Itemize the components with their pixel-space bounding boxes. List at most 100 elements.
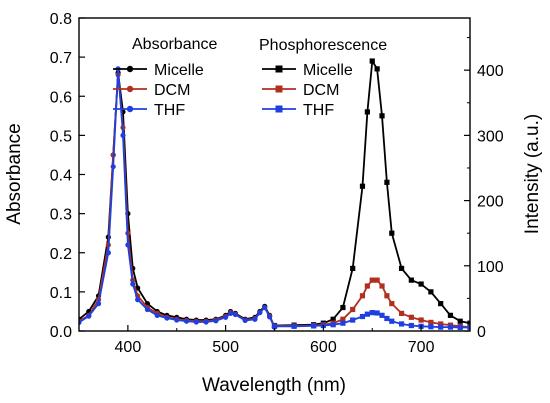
data-point: [428, 289, 434, 295]
data-point: [311, 323, 317, 329]
data-point: [125, 242, 131, 248]
legend-marker: [275, 65, 283, 73]
absorbance-legend-item-micelle: Micelle: [113, 62, 204, 79]
data-point: [379, 312, 385, 318]
data-point: [120, 132, 126, 138]
data-point: [389, 318, 395, 324]
data-point: [369, 277, 375, 283]
data-point: [183, 318, 190, 324]
legend-label: Micelle: [154, 62, 204, 79]
y-left-tick-label: 0.7: [50, 50, 72, 67]
data-point: [418, 281, 424, 287]
data-point: [438, 324, 444, 330]
legend-marker: [126, 85, 134, 93]
data-point: [398, 265, 405, 271]
data-point: [379, 113, 385, 119]
data-point: [203, 319, 209, 325]
y-right-tick-label: 400: [477, 63, 504, 80]
y-left-tick-label: 0.8: [50, 11, 72, 28]
phosphorescence-legend-item-micelle: Micelle: [262, 62, 353, 79]
data-point: [95, 301, 102, 307]
y-axis-label-left: Absorbance: [4, 123, 25, 224]
legend-absorbance: Absorbance Micelle DCM THF: [113, 36, 217, 119]
data-point: [252, 316, 258, 322]
data-point: [359, 183, 366, 189]
x-tick-label: 700: [408, 339, 435, 356]
phosphorescence-series-micelle: [271, 58, 470, 329]
data-point: [438, 301, 444, 307]
data-point: [105, 250, 111, 256]
legend-label: DCM: [154, 82, 190, 99]
data-point: [110, 164, 116, 170]
phosphorescence-line-dcm: [274, 279, 470, 328]
data-point: [291, 323, 297, 329]
data-point: [408, 277, 414, 283]
legend-marker: [275, 105, 283, 113]
plot-frame: [78, 17, 471, 332]
data-point: [467, 324, 470, 331]
data-point: [398, 310, 405, 316]
data-point: [364, 283, 370, 289]
legend-absorbance-title: Absorbance: [132, 36, 217, 53]
data-point: [374, 310, 380, 316]
data-point: [408, 314, 414, 320]
data-point: [262, 304, 268, 311]
y-axis-label-right: Intensity (a.u.): [522, 114, 543, 234]
data-point: [389, 230, 395, 236]
phosphorescence-series-thf: [271, 310, 470, 331]
y-left-tick-label: 0.5: [50, 128, 72, 145]
data-point: [384, 179, 390, 185]
phosphorescence-legend-item-dcm: DCM: [262, 82, 339, 99]
data-point: [350, 265, 356, 271]
data-point: [428, 319, 434, 325]
legend-label: THF: [154, 102, 185, 119]
data-point: [369, 58, 375, 64]
data-point: [213, 318, 219, 324]
data-point: [340, 316, 346, 322]
data-point: [193, 319, 199, 325]
legend-label: DCM: [303, 82, 339, 99]
data-point: [154, 312, 160, 318]
x-tick-label: 600: [310, 339, 337, 356]
phosphorescence-line-micelle: [274, 58, 470, 327]
legend-marker: [275, 85, 283, 93]
legend-label: THF: [303, 102, 334, 119]
y-left-tick-label: 0.6: [50, 89, 72, 106]
x-tick-label: 500: [212, 339, 239, 356]
data-point: [467, 320, 470, 326]
data-point: [398, 321, 405, 327]
data-point: [130, 281, 136, 287]
y-right-tick-label: 300: [477, 128, 504, 145]
legend-marker: [126, 65, 134, 73]
legend-phosphorescence-title: Phosphorescence: [259, 37, 387, 54]
data-point: [359, 313, 366, 320]
data-point: [447, 324, 454, 330]
data-point: [364, 109, 370, 115]
data-point: [340, 304, 346, 311]
data-point: [135, 297, 141, 303]
data-point: [242, 317, 248, 324]
data-point: [428, 324, 434, 330]
data-point: [144, 306, 151, 313]
data-point: [174, 317, 180, 323]
legend-phosphorescence: Phosphorescence Micelle DCM THF: [259, 37, 387, 119]
data-point: [271, 324, 278, 330]
data-point: [232, 311, 238, 318]
data-point: [359, 293, 366, 299]
data-point: [164, 315, 170, 321]
data-point: [227, 310, 234, 316]
data-point: [350, 317, 356, 323]
data-point: [447, 312, 454, 318]
data-point: [374, 66, 380, 72]
legend-marker: [126, 105, 134, 113]
data-point: [350, 306, 356, 313]
absorbance-series-thf: [79, 66, 278, 330]
data-point: [223, 314, 229, 320]
y-left-tick-label: 0.0: [50, 324, 72, 341]
data-point: [384, 315, 390, 322]
data-point: [369, 310, 375, 316]
absorbance-legend-item-thf: THF: [113, 102, 185, 119]
data-point: [330, 316, 336, 322]
legend-label: Micelle: [303, 62, 353, 79]
